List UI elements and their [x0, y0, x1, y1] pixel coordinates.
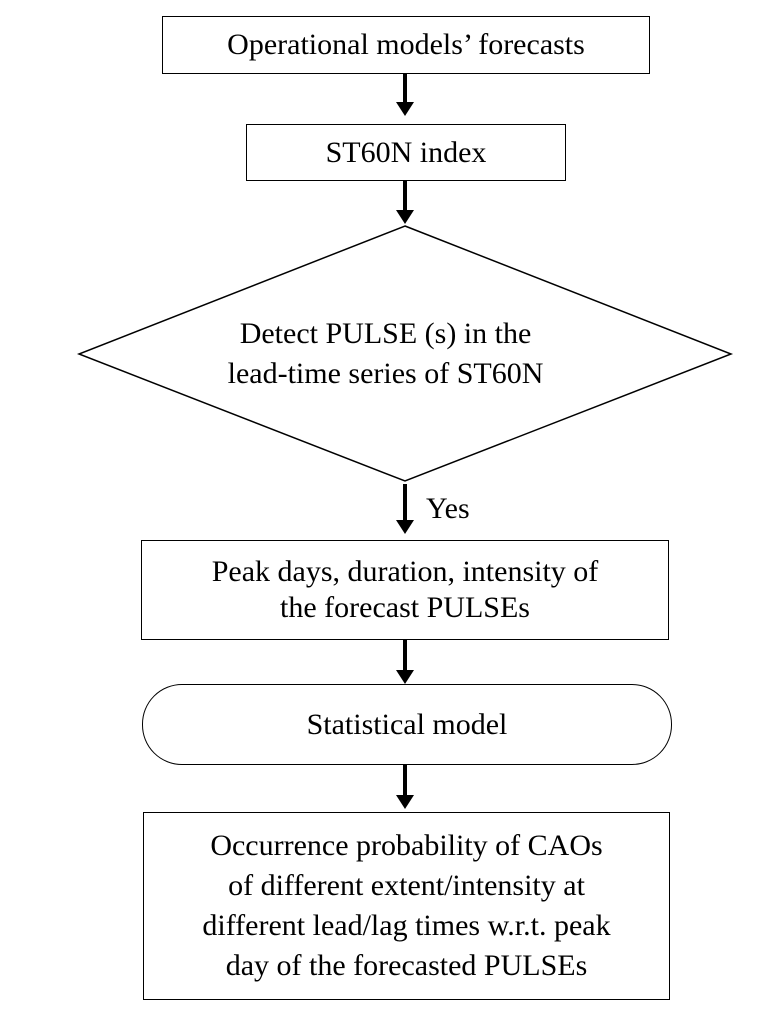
step-st60n-index: ST60N index: [246, 124, 566, 181]
arrow-5: [396, 765, 414, 809]
decision-diamond: [76, 225, 734, 482]
decision-text: Detect PULSE (s) in the lead-time series…: [150, 314, 621, 394]
decision-text-line-1: Detect PULSE (s) in the: [239, 317, 532, 350]
step-occurrence-line-1: Occurrence probability of CAOs: [210, 829, 603, 862]
step-occurrence-line-3: different lead/lag times w.r.t. peak: [202, 909, 611, 942]
step-statistical-model-text: Statistical model: [306, 707, 508, 741]
arrow-1: [396, 74, 414, 116]
step-peak-days-line-1: Peak days, duration, intensity of: [211, 555, 599, 588]
step-occurrence-line-4: day of the forecasted PULSEs: [225, 949, 588, 982]
yes-label: Yes: [426, 492, 470, 525]
arrow-yes: [396, 484, 414, 534]
decision-text-line-2: lead-time series of ST60N: [227, 357, 544, 390]
step-peak-days: Peak days, duration, intensity of the fo…: [141, 540, 669, 640]
arrow-2: [396, 181, 414, 224]
step-st60n-index-text: ST60N index: [325, 135, 487, 169]
step-occurrence-line-2: of different extent/intensity at: [228, 869, 585, 902]
step-statistical-model: Statistical model: [142, 684, 672, 765]
step-peak-days-line-2: the forecast PULSEs: [280, 591, 530, 624]
step-occurrence-probability: Occurrence probability of CAOs of differ…: [143, 812, 670, 1000]
step-operational-forecasts: Operational models’ forecasts: [162, 16, 650, 74]
arrow-4: [396, 640, 414, 684]
step-operational-forecasts-text: Operational models’ forecasts: [227, 28, 585, 61]
